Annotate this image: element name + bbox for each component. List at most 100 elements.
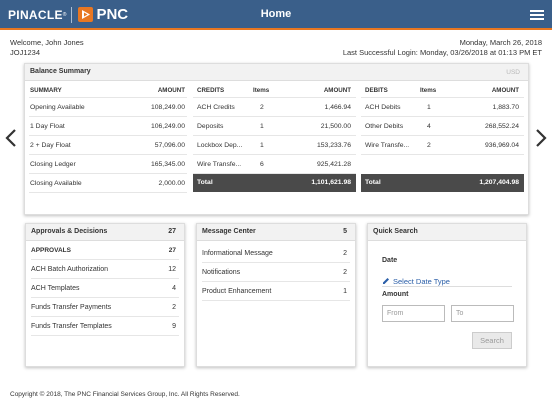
- approval-item-count: 2: [172, 304, 176, 311]
- credits-col-amount: AMOUNT: [323, 87, 351, 94]
- credit-label: Deposits: [197, 123, 224, 130]
- debits-row[interactable]: Wire Transfe... 2 936,969.04: [361, 136, 524, 155]
- welcome-block: Welcome, John Jones JOJ1234: [10, 38, 84, 58]
- current-date: Monday, March 26, 2018: [459, 38, 542, 47]
- amount-label: Amount: [382, 291, 409, 298]
- credits-section: CREDITS Items AMOUNT ACH Credits 2 1,466.9…: [193, 84, 356, 192]
- credit-label: Lockbox Dep...: [197, 142, 243, 149]
- message-item-count: 2: [343, 269, 347, 276]
- credits-row[interactable]: Lockbox Dep... 1 153,233.76: [193, 136, 356, 155]
- summary-row[interactable]: Closing Ledger 165,345.00: [29, 155, 187, 174]
- credits-col-items: Items: [253, 87, 270, 94]
- welcome-text: Welcome, John Jones: [10, 38, 84, 47]
- select-date-type-link[interactable]: Select Date Type: [382, 272, 450, 290]
- logo-divider: [71, 6, 73, 23]
- login-info: Monday, March 26, 2018 Last Successful L…: [343, 38, 542, 58]
- summary-label: Opening Available: [30, 104, 85, 111]
- summary-amount: 106,249.00: [150, 123, 185, 130]
- approvals-card: Approvals & Decisions 27 APPROVALS 27 AC…: [25, 223, 185, 367]
- credits-total-amount: 1,101,621.98: [311, 179, 351, 186]
- search-button[interactable]: Search: [472, 332, 512, 349]
- credits-row[interactable]: ACH Credits 2 1,466.94: [193, 98, 356, 117]
- approval-item[interactable]: ACH Templates 4: [31, 279, 179, 298]
- message-center-title: Message Center: [202, 228, 256, 235]
- credit-items: 2: [260, 104, 264, 111]
- user-id: JOJ1234: [10, 48, 41, 57]
- copyright-text: Copyright © 2018, The PNC Financial Serv…: [10, 391, 240, 398]
- summary-section: SUMMARY AMOUNT Opening Available 108,249.…: [29, 84, 187, 193]
- debits-empty-row: [361, 155, 524, 174]
- currency-label[interactable]: USD: [506, 69, 520, 76]
- summary-row[interactable]: 1 Day Float 106,249.00: [29, 117, 187, 136]
- message-item-count: 2: [343, 250, 347, 257]
- debit-amount: 268,552.24: [484, 123, 519, 130]
- date-divider: [382, 286, 512, 287]
- credit-label: ACH Credits: [197, 104, 235, 111]
- credits-total-label: Total: [197, 179, 213, 186]
- amount-to-input[interactable]: [451, 305, 514, 322]
- approval-item[interactable]: Funds Transfer Payments 2: [31, 298, 179, 317]
- approvals-subheader[interactable]: APPROVALS 27: [31, 241, 179, 260]
- message-item[interactable]: Notifications 2: [202, 263, 350, 282]
- debit-amount: 936,969.04: [484, 142, 519, 149]
- credits-col-label: CREDITS: [197, 87, 225, 94]
- next-arrow-icon[interactable]: [534, 128, 548, 148]
- debits-header-row: DEBITS Items AMOUNT: [361, 84, 524, 98]
- message-center-header[interactable]: Message Center 5: [197, 224, 355, 241]
- page-title: Home: [260, 8, 292, 20]
- debit-items: 4: [427, 123, 431, 130]
- quick-search-header: Quick Search: [368, 224, 526, 241]
- credit-items: 1: [260, 123, 264, 130]
- summary-row[interactable]: 2 + Day Float 57,096.00: [29, 136, 187, 155]
- credits-header-row: CREDITS Items AMOUNT: [193, 84, 356, 98]
- approvals-sub-count: 27: [168, 247, 176, 254]
- quick-search-title: Quick Search: [373, 228, 418, 235]
- message-item-label: Product Enhancement: [202, 288, 272, 295]
- select-date-type-text: Select Date Type: [393, 276, 450, 286]
- approval-item[interactable]: Funds Transfer Templates 9: [31, 317, 179, 336]
- approvals-title: Approvals & Decisions: [31, 228, 108, 235]
- approval-item-label: ACH Templates: [31, 285, 80, 292]
- approval-item-count: 12: [168, 266, 176, 273]
- pinacle-pnc-logo[interactable]: PINACLE ® PNC: [8, 6, 128, 23]
- credit-amount: 1,466.94: [324, 104, 351, 111]
- approvals-header[interactable]: Approvals & Decisions 27: [26, 224, 184, 241]
- summary-col-amount: AMOUNT: [157, 87, 185, 94]
- credits-total-row: Total 1,101,621.98: [193, 174, 356, 192]
- amount-from-input[interactable]: [382, 305, 445, 322]
- date-label: Date: [382, 257, 398, 264]
- summary-col-label: SUMMARY: [30, 87, 62, 94]
- brand-name: PINACLE: [8, 7, 63, 22]
- approvals-count: 27: [168, 228, 176, 235]
- approval-item[interactable]: ACH Batch Authorization 12: [31, 260, 179, 279]
- quick-search-card: Quick Search Date Select Date Type Amoun…: [367, 223, 527, 367]
- debits-col-items: Items: [420, 87, 437, 94]
- credits-row[interactable]: Deposits 1 21,500.00: [193, 117, 356, 136]
- summary-row[interactable]: Closing Available 2,000.00: [29, 174, 187, 193]
- summary-label: Closing Available: [30, 180, 82, 187]
- summary-amount: 108,249.00: [150, 104, 185, 111]
- menu-icon[interactable]: [530, 10, 544, 21]
- message-item-label: Informational Message: [202, 250, 273, 257]
- summary-amount: 2,000.00: [158, 180, 185, 187]
- message-item-label: Notifications: [202, 269, 241, 276]
- bank-name: PNC: [96, 6, 129, 23]
- credits-row[interactable]: Wire Transfe... 6 925,421.28: [193, 155, 356, 174]
- debit-amount: 1,883.70: [492, 104, 519, 111]
- balance-summary-header: Balance Summary USD: [25, 64, 528, 81]
- summary-row[interactable]: Opening Available 108,249.00: [29, 98, 187, 117]
- message-center-card: Message Center 5 Informational Message 2 …: [196, 223, 356, 367]
- approval-item-label: ACH Batch Authorization: [31, 266, 109, 273]
- debits-row[interactable]: ACH Debits 1 1,883.70: [361, 98, 524, 117]
- approval-item-count: 9: [172, 323, 176, 330]
- debit-label: Other Debits: [365, 123, 404, 130]
- message-item[interactable]: Product Enhancement 1: [202, 282, 350, 301]
- approval-item-label: Funds Transfer Templates: [31, 323, 112, 330]
- message-item[interactable]: Informational Message 2: [202, 244, 350, 263]
- summary-label: 2 + Day Float: [30, 142, 71, 149]
- summary-label: Closing Ledger: [30, 161, 76, 168]
- debits-row[interactable]: Other Debits 4 268,552.24: [361, 117, 524, 136]
- last-login: Last Successful Login: Monday, 03/26/201…: [342, 48, 542, 57]
- debit-items: 2: [427, 142, 431, 149]
- previous-arrow-icon[interactable]: [4, 128, 18, 148]
